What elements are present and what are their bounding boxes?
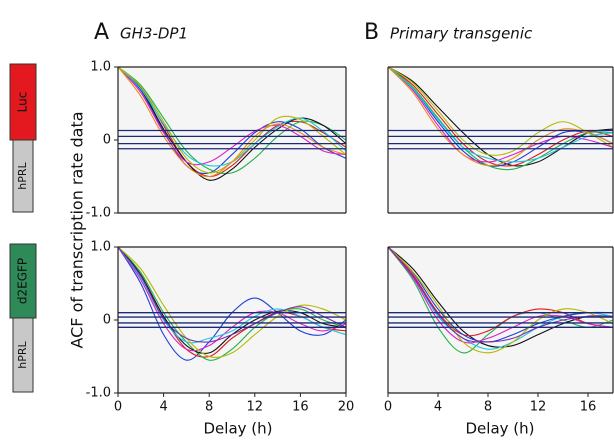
x-tick-label: 0 <box>384 400 392 415</box>
panel-title: Primary transgenic <box>390 25 533 43</box>
acf-line <box>118 67 346 175</box>
plot-area <box>118 67 346 213</box>
acf-line <box>388 67 613 163</box>
promoter-label: hPRL <box>16 161 29 189</box>
y-tick-label: 1.0 <box>90 60 111 75</box>
acf-line <box>118 247 346 344</box>
acf-line <box>388 67 613 167</box>
acf-line <box>118 247 346 361</box>
acf-line <box>388 67 613 167</box>
panel-letter: A <box>94 20 109 45</box>
acf-line <box>388 67 613 156</box>
x-tick-label: 4 <box>159 400 167 415</box>
x-tick-label: 8 <box>205 400 213 415</box>
reporter-label: d2EGFP <box>16 258 30 304</box>
reporter-label: Luc <box>16 92 30 113</box>
y-tick-label: 0 <box>103 133 111 148</box>
x-tick-label: 20 <box>338 400 355 415</box>
y-tick-label: 1.0 <box>90 240 111 255</box>
x-tick-label: 4 <box>434 400 442 415</box>
x-tick-label: 16 <box>580 400 597 415</box>
y-axis-label: ACF of transcription rate data <box>68 111 87 348</box>
acf-line <box>388 247 613 354</box>
panel-letter: B <box>364 20 379 45</box>
promoter-box <box>12 139 34 213</box>
x-axis-label: Delay (h) <box>466 420 535 438</box>
series-group <box>388 67 613 171</box>
y-tick-label: -1.0 <box>86 386 111 401</box>
acf-line <box>388 247 613 354</box>
acf-line <box>388 247 613 344</box>
y-tick-label: -1.0 <box>86 206 111 221</box>
promoter-box <box>12 317 34 393</box>
x-tick-label: 12 <box>247 400 264 415</box>
x-tick-label: 8 <box>484 400 492 415</box>
series-group <box>388 247 613 354</box>
acf-line <box>388 67 613 163</box>
x-tick-label: 0 <box>114 400 122 415</box>
panel-title: GH3-DP1 <box>120 25 188 43</box>
acf-line <box>388 247 613 343</box>
plot-area <box>118 247 346 393</box>
x-tick-label: 16 <box>292 400 309 415</box>
acf-line <box>118 247 346 359</box>
reporter-box <box>9 63 37 141</box>
x-tick-label: 12 <box>530 400 547 415</box>
promoter-label: hPRL <box>16 340 29 368</box>
acf-line <box>118 67 346 175</box>
reporter-box <box>9 243 37 319</box>
series-group <box>118 67 346 181</box>
acf-line <box>118 67 346 181</box>
x-axis-label: Delay (h) <box>204 420 273 438</box>
acf-line <box>118 67 346 166</box>
acf-line <box>118 247 346 343</box>
y-tick-label: 0 <box>103 313 111 328</box>
